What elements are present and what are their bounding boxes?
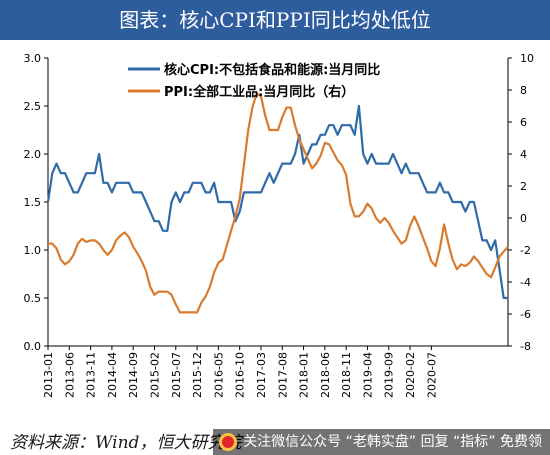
x-tick-label: 2013-11 [85,352,98,398]
left-tick-label: 2.5 [24,100,42,113]
right-tick-label: 8 [520,84,527,97]
x-tick-label: 2017-03 [255,352,268,398]
x-tick-label: 2015-07 [170,352,183,398]
ppi-series-line [48,92,509,314]
source-note: 资料来源：Wind，恒大研究院 [10,433,242,453]
x-tick-label: 2016-10 [234,352,247,398]
x-tick-label: 2018-11 [340,352,353,398]
left-tick-label: 0.5 [24,292,42,305]
x-tick-label: 2013-06 [63,352,76,398]
x-tick-label: 2020-02 [404,352,417,398]
chart-title: 图表：核心CPI和PPI同比均处低位 [0,0,550,40]
right-tick-label: -8 [520,340,531,353]
left-tick-label: 3.0 [24,52,42,65]
x-tick-label: 2015-12 [191,352,204,398]
dual-axis-line-chart: 0.0 0.5 1.0 1.5 2.0 2.5 3.0 -8 -6 -4 -2 0 2 4 6 8 10 20… [24,52,535,398]
right-tick-label: -4 [520,276,531,289]
watermark-text: 关注微信公众号 “老韩实盘” 回复 “指标” 免费领 [243,434,542,450]
right-tick-label: 6 [520,116,527,129]
x-tick-label: 2015-02 [148,352,161,398]
x-tick-label: 2014-09 [127,352,140,398]
x-tick-labels: 2013-01 2013-06 2013-11 2014-04 2014-09 2015-… [42,346,438,398]
x-tick-label: 2020-07 [425,352,438,398]
x-tick-label: 2018-01 [298,352,311,398]
x-tick-label: 2014-04 [106,352,119,398]
x-tick-label: 2017-08 [276,352,289,398]
legend-label-ppi: PPI:全部工业品:当月同比（右） [164,84,354,100]
left-tick-label: 1.0 [24,244,42,257]
x-tick-label: 2013-01 [42,352,55,398]
right-tick-label: 2 [520,180,527,193]
right-tick-labels: -8 -6 -4 -2 0 2 4 6 8 10 [508,52,534,353]
sina-logo-icon [219,433,238,451]
right-tick-label: -2 [520,244,531,257]
left-tick-label: 2.0 [24,148,42,161]
left-tick-label: 1.5 [24,196,42,209]
chart-axes [47,58,509,347]
x-tick-label: 2016-05 [212,352,225,398]
right-tick-label: 10 [520,52,534,65]
left-tick-labels: 0.0 0.5 1.0 1.5 2.0 2.5 3.0 [24,52,48,353]
watermark-banner: 关注微信公众号 “老韩实盘” 回复 “指标” 免费领 [213,429,550,455]
series-lines [46,92,509,314]
left-tick-label: 0.0 [24,340,42,353]
legend-label-core-cpi: 核心CPI:不包括食品和能源:当月同比 [164,62,380,78]
chart-legend: 核心CPI:不包括食品和能源:当月同比 PPI:全部工业品:当月同比（右） [128,62,380,100]
x-tick-label: 2019-09 [383,352,396,398]
x-tick-label: 2019-04 [361,352,374,398]
x-tick-label: 2018-06 [319,352,332,398]
core-cpi-series-line [46,104,508,300]
right-tick-label: 4 [520,148,527,161]
right-tick-label: -6 [520,308,531,321]
right-tick-label: 0 [520,212,527,225]
